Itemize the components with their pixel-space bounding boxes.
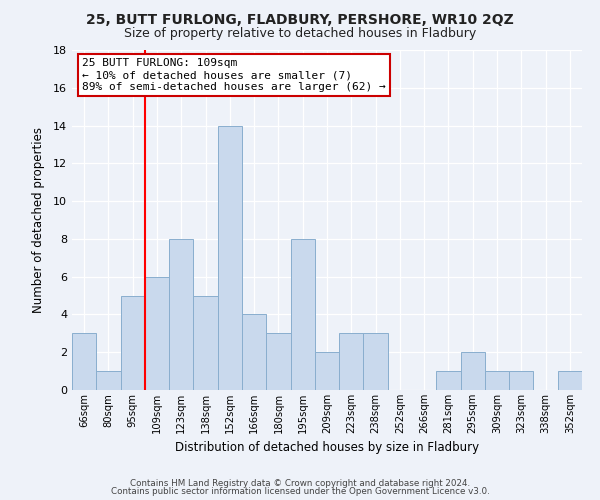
Bar [218, 126, 242, 390]
Bar [436, 371, 461, 390]
Bar [121, 296, 145, 390]
Bar [96, 371, 121, 390]
Bar [315, 352, 339, 390]
Bar [364, 334, 388, 390]
X-axis label: Distribution of detached houses by size in Fladbury: Distribution of detached houses by size … [175, 442, 479, 454]
Text: Contains HM Land Registry data © Crown copyright and database right 2024.: Contains HM Land Registry data © Crown c… [130, 478, 470, 488]
Bar [339, 334, 364, 390]
Text: 25, BUTT FURLONG, FLADBURY, PERSHORE, WR10 2QZ: 25, BUTT FURLONG, FLADBURY, PERSHORE, WR… [86, 12, 514, 26]
Bar [72, 334, 96, 390]
Bar [242, 314, 266, 390]
Y-axis label: Number of detached properties: Number of detached properties [32, 127, 44, 313]
Bar [290, 239, 315, 390]
Text: Contains public sector information licensed under the Open Government Licence v3: Contains public sector information licen… [110, 487, 490, 496]
Bar [145, 276, 169, 390]
Bar [509, 371, 533, 390]
Bar [485, 371, 509, 390]
Text: 25 BUTT FURLONG: 109sqm
← 10% of detached houses are smaller (7)
89% of semi-det: 25 BUTT FURLONG: 109sqm ← 10% of detache… [82, 58, 386, 92]
Bar [558, 371, 582, 390]
Bar [461, 352, 485, 390]
Bar [169, 239, 193, 390]
Bar [266, 334, 290, 390]
Text: Size of property relative to detached houses in Fladbury: Size of property relative to detached ho… [124, 28, 476, 40]
Bar [193, 296, 218, 390]
